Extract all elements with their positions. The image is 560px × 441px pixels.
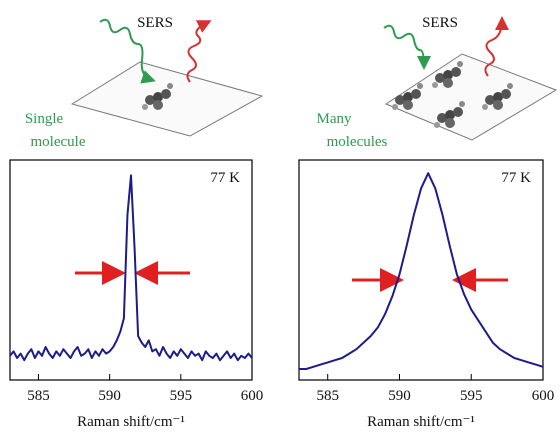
x-tick-label: 600 bbox=[241, 388, 264, 404]
plot-frame bbox=[298, 159, 544, 381]
sers-label: SERS bbox=[422, 15, 458, 31]
caption: molecule bbox=[31, 134, 86, 150]
x-tick-label: 595 bbox=[170, 388, 193, 404]
x-tick-label: 585 bbox=[27, 388, 50, 404]
illustration-single bbox=[70, 18, 264, 137]
spectrum-line bbox=[9, 174, 253, 362]
caption: Many bbox=[317, 111, 352, 127]
x-tick-label: 590 bbox=[388, 388, 411, 404]
spectrum-line bbox=[299, 172, 544, 370]
x-tick-label: 585 bbox=[316, 388, 339, 404]
illustration-many bbox=[383, 16, 558, 141]
plot-frame bbox=[9, 159, 253, 381]
sers-label: SERS bbox=[137, 15, 173, 31]
annotation: 77 K bbox=[210, 170, 240, 186]
caption: Single bbox=[25, 111, 64, 127]
x-axis-label: Raman shift/cm⁻¹ bbox=[77, 414, 185, 430]
x-tick-label: 600 bbox=[532, 388, 555, 404]
caption: molecules bbox=[327, 134, 388, 150]
x-tick-label: 590 bbox=[98, 388, 121, 404]
annotation: 77 K bbox=[501, 170, 531, 186]
x-tick-label: 595 bbox=[460, 388, 483, 404]
x-axis-label: Raman shift/cm⁻¹ bbox=[367, 414, 475, 430]
fwhm-arrows bbox=[75, 261, 508, 292]
